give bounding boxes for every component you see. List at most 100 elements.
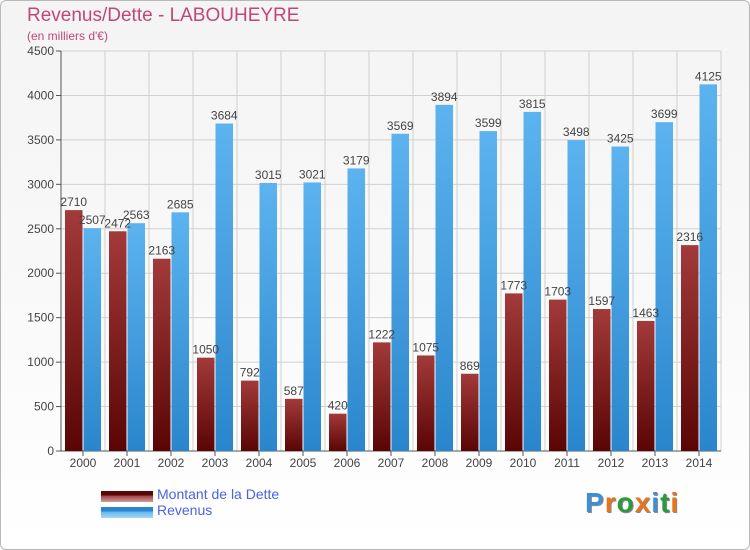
legend-swatch-debt [101,491,153,502]
bar-debt [637,320,655,451]
bar-debt [417,355,435,451]
y-tick-label: 2000 [27,266,54,280]
proxiti-logo: Proxiti [585,487,679,519]
bar-revenue [83,228,101,451]
y-tick-label: 3000 [27,177,54,191]
bar-debt [285,398,303,451]
x-tick-label: 2009 [466,456,493,470]
data-label-revenue: 3021 [299,167,326,181]
data-label-revenue: 2685 [167,197,194,211]
x-tick-label: 2008 [422,456,449,470]
y-tick-label: 4500 [27,44,54,58]
y-tick-label: 2500 [27,222,54,236]
bar-debt [681,245,699,451]
x-tick-label: 2000 [70,456,97,470]
data-label-debt: 792 [240,366,260,380]
bar-debt [65,210,83,451]
logo-letter: i [651,487,661,518]
data-label-revenue: 3699 [651,107,678,121]
data-label-debt: 2163 [148,244,175,258]
data-label-revenue: 3815 [519,97,546,111]
bar-revenue [699,84,717,451]
grid-lines [61,50,722,451]
x-tick-label: 2003 [202,456,229,470]
bar-revenue [127,223,145,451]
y-tick-label: 3500 [27,133,54,147]
data-label-revenue: 2507 [79,213,106,227]
data-label-debt: 2710 [60,195,87,209]
bar-revenue [655,122,673,451]
bar-debt [109,231,127,451]
y-tick-label: 1500 [27,311,54,325]
logo-letter: P [585,487,605,518]
bar-revenue [215,123,233,452]
x-tick-label: 2014 [686,456,713,470]
data-label-debt: 1222 [368,327,395,341]
data-label-revenue: 3498 [563,125,590,139]
data-label-revenue: 4125 [695,69,722,83]
logo-letter: o [616,487,635,518]
data-label-debt: 587 [284,384,304,398]
x-tick-label: 2010 [510,456,537,470]
logo-letter: t [660,487,671,518]
data-label-revenue: 3894 [431,90,458,104]
bar-debt [329,413,347,451]
bar-debt [461,373,479,451]
data-label-debt: 2316 [676,230,703,244]
legend-label-debt: Montant de la Dette [157,486,280,502]
bar-debt [549,299,567,451]
legend-swatch-revenue [101,507,153,518]
y-tick-label: 0 [47,444,54,458]
bar-revenue [303,182,321,451]
data-label-debt: 1597 [588,294,615,308]
x-tick-label: 2001 [114,456,141,470]
axes: 0 500 1000 1500 2000 2500 3000 3500 4000 4500 2000… [27,44,721,470]
bar-revenue [611,146,629,452]
data-label-debt: 1075 [412,340,439,354]
chart-subtitle: (en milliers d'€) [27,29,108,43]
data-label-debt: 1773 [500,278,527,292]
bar-revenue [391,133,409,451]
data-label-revenue: 2563 [123,208,150,222]
data-label-debt: 2472 [104,216,131,230]
x-tick-label: 2002 [158,456,185,470]
bar-revenue [347,168,365,451]
data-labels: 2710 2472 2163 1050 792 587 420 1222 1075 869 1773… [60,69,722,412]
chart-title: Revenus/Dette - LABOUHEYRE [27,5,300,26]
data-label-revenue: 3599 [475,116,502,130]
data-label-debt: 1050 [192,343,219,357]
legend-label-revenue: Revenus [157,502,213,518]
x-tick-label: 2005 [290,456,317,470]
x-tick-label: 2007 [378,456,405,470]
logo-letter: x [634,487,652,518]
bar-revenue [523,111,541,451]
bar-revenue [171,212,189,451]
bars [65,84,717,452]
bar-revenue [567,140,585,452]
bar-revenue [435,104,453,451]
data-label-revenue: 3684 [211,109,238,123]
bar-debt [505,293,523,451]
bar-debt [241,380,259,451]
data-label-debt: 420 [328,399,348,413]
data-label-revenue: 3425 [607,132,634,146]
data-label-revenue: 3569 [387,119,414,133]
data-label-debt: 1463 [632,306,659,320]
x-tick-label: 2012 [598,456,625,470]
y-tick-label: 500 [34,400,54,414]
x-tick-label: 2013 [642,456,669,470]
bar-debt [373,342,391,451]
logo-letter: i [670,487,680,518]
bar-revenue [479,131,497,452]
bar-debt [197,357,215,451]
bar-revenue [259,183,277,451]
x-tick-label: 2011 [554,456,580,470]
bar-debt [593,309,611,451]
data-label-debt: 1703 [544,285,571,299]
data-label-revenue: 3015 [255,168,282,182]
x-tick-label: 2006 [334,456,361,470]
data-label-revenue: 3179 [343,153,370,167]
logo-letter: r [604,487,617,518]
